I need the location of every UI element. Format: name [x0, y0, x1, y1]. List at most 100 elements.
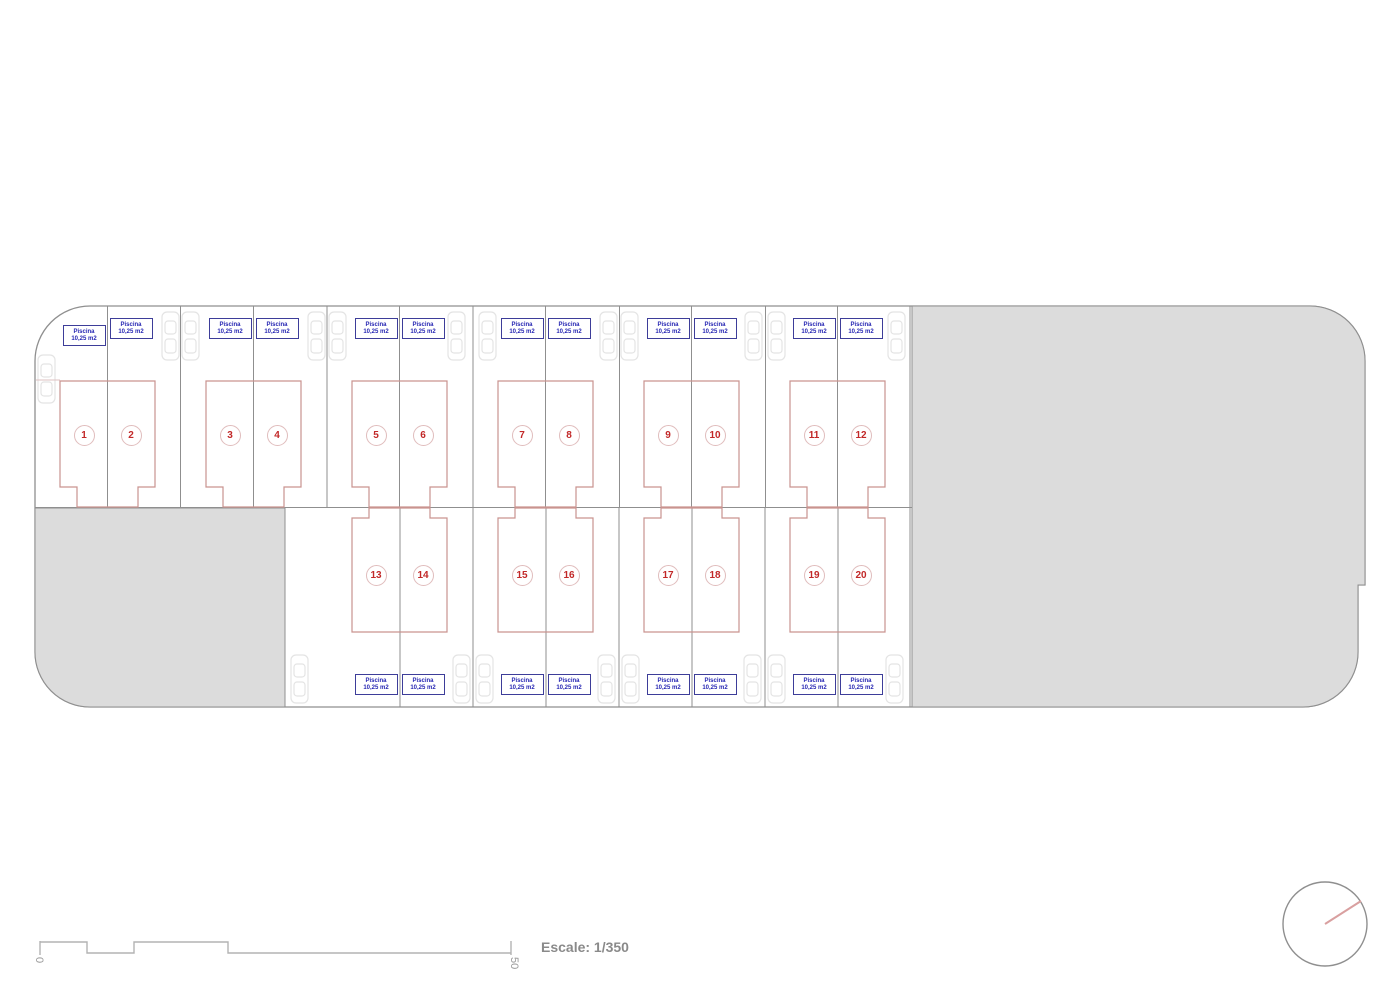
pool-label: Piscina: [511, 322, 533, 328]
pool-area: 10,25 m2: [410, 329, 436, 335]
pool-size-box: Piscina 10,25 m2: [255, 318, 299, 339]
scale-zero-label: 0: [33, 957, 45, 964]
house-footprint: [789, 380, 886, 508]
house-footprint: [351, 507, 448, 633]
parked-car-icon: [478, 311, 497, 361]
pool-area: 10,25 m2: [509, 329, 535, 335]
house-footprint: [497, 507, 594, 633]
pool-area: 10,25 m2: [848, 685, 874, 691]
parked-car-icon: [475, 654, 494, 704]
plot-number-badge: 18: [704, 564, 726, 586]
house-footprint: [643, 507, 740, 633]
parked-car-icon: [767, 654, 786, 704]
plot-number-badge: 4: [266, 424, 288, 446]
parked-car-icon: [181, 311, 200, 361]
pool-area: 10,25 m2: [118, 329, 144, 335]
pool-label: Piscina: [657, 322, 679, 328]
house-footprint: [789, 507, 886, 633]
pool-size-box: Piscina 10,25 m2: [354, 318, 398, 339]
gray-area-bottom-left: [34, 507, 286, 708]
pool-size-box: Piscina 10,25 m2: [547, 318, 591, 339]
pool-area: 10,25 m2: [71, 336, 97, 342]
parked-cars: [37, 311, 906, 704]
pool-area: 10,25 m2: [509, 685, 535, 691]
house-footprint: [59, 380, 156, 508]
house-footprint: [497, 380, 594, 508]
parked-car-icon: [743, 654, 762, 704]
parked-car-icon: [599, 311, 618, 361]
pool-size-box: Piscina 10,25 m2: [500, 674, 544, 695]
gray-area-right: [911, 305, 1366, 708]
scale-fifty-label: 50: [508, 957, 520, 970]
plot-number-badge: 8: [558, 424, 580, 446]
pool-label: Piscina: [365, 322, 387, 328]
parked-car-icon: [620, 311, 639, 361]
pool-label: Piscina: [558, 678, 580, 684]
pool-size-box: Piscina 10,25 m2: [792, 674, 836, 695]
pool-size-box: Piscina 10,25 m2: [208, 318, 252, 339]
pool-size-box: Piscina 10,25 m2: [109, 318, 153, 339]
pool-area: 10,25 m2: [702, 685, 728, 691]
pool-size-box: Piscina 10,25 m2: [839, 674, 883, 695]
parked-car-icon: [744, 311, 763, 361]
pool-label: Piscina: [365, 678, 387, 684]
plot-number-badge: 7: [511, 424, 533, 446]
pool-label: Piscina: [558, 322, 580, 328]
plot-number-badge: 16: [558, 564, 580, 586]
plot-number-badge: 17: [657, 564, 679, 586]
pool-area: 10,25 m2: [410, 685, 436, 691]
pool-size-box: Piscina 10,25 m2: [646, 318, 690, 339]
parked-car-icon: [161, 311, 180, 361]
pool-label: Piscina: [850, 322, 872, 328]
parked-car-icon: [597, 654, 616, 704]
pool-area: 10,25 m2: [801, 685, 827, 691]
plot-number-badge: 1: [73, 424, 95, 446]
plot-number-badge: 3: [219, 424, 241, 446]
pool-area: 10,25 m2: [556, 329, 582, 335]
pool-size-box: Piscina 10,25 m2: [646, 674, 690, 695]
parked-car-icon: [887, 311, 906, 361]
pool-size-box: Piscina 10,25 m2: [547, 674, 591, 695]
pool-label: Piscina: [412, 322, 434, 328]
house-footprints: [59, 380, 886, 633]
parked-car-icon: [452, 654, 471, 704]
pool-label: Piscina: [803, 678, 825, 684]
pool-area: 10,25 m2: [556, 685, 582, 691]
pool-size-box: Piscina 10,25 m2: [354, 674, 398, 695]
pool-label: Piscina: [511, 678, 533, 684]
house-footprint: [643, 380, 740, 508]
pool-area: 10,25 m2: [264, 329, 290, 335]
pool-label: Piscina: [704, 678, 726, 684]
parked-car-icon: [885, 654, 904, 704]
pool-area: 10,25 m2: [363, 329, 389, 335]
pool-label: Piscina: [266, 322, 288, 328]
parked-car-icon: [621, 654, 640, 704]
parked-car-icon: [767, 311, 786, 361]
plot-number-badge: 11: [803, 424, 825, 446]
house-footprint: [205, 380, 302, 508]
pool-label: Piscina: [803, 322, 825, 328]
pool-label: Piscina: [704, 322, 726, 328]
pool-area: 10,25 m2: [848, 329, 874, 335]
scale-bar: [39, 941, 512, 955]
pool-size-box: Piscina 10,25 m2: [401, 674, 445, 695]
plot-number-badge: 12: [850, 424, 872, 446]
pool-label: Piscina: [73, 329, 95, 335]
pool-size-box: Piscina 10,25 m2: [62, 325, 106, 346]
pool-label: Piscina: [412, 678, 434, 684]
plot-number-badge: 10: [704, 424, 726, 446]
house-footprint: [351, 380, 448, 508]
plot-number-badge: 6: [412, 424, 434, 446]
pool-size-box: Piscina 10,25 m2: [693, 318, 737, 339]
pool-area: 10,25 m2: [702, 329, 728, 335]
pool-area: 10,25 m2: [655, 329, 681, 335]
plot-number-badge: 20: [850, 564, 872, 586]
plot-number-badge: 14: [412, 564, 434, 586]
plot-number-badge: 13: [365, 564, 387, 586]
plot-number-badge: 2: [120, 424, 142, 446]
pool-area: 10,25 m2: [801, 329, 827, 335]
plot-division-lines: [35, 306, 912, 707]
pool-label: Piscina: [120, 322, 142, 328]
